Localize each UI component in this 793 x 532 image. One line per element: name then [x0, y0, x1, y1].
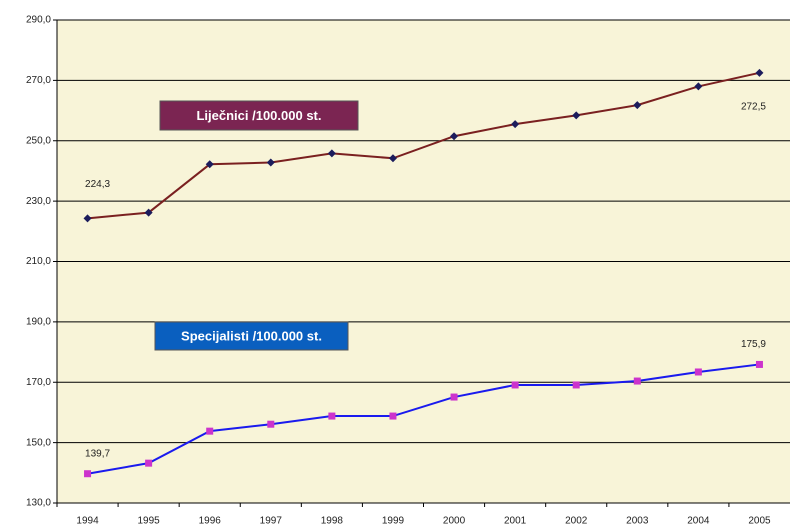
- marker: [267, 420, 275, 428]
- y-tick-label: 290,0: [26, 15, 51, 26]
- series-line: [87, 363, 760, 475]
- marker: [328, 412, 336, 420]
- marker: [389, 412, 397, 420]
- marker: [633, 377, 641, 385]
- y-tick-label: 130,0: [26, 498, 51, 509]
- x-tick-label: 1998: [321, 516, 344, 527]
- value-label: 175,9: [741, 339, 766, 350]
- marker: [450, 393, 458, 401]
- x-tick-label: 1999: [382, 516, 405, 527]
- marker: [145, 459, 153, 467]
- marker: [83, 214, 92, 223]
- marker: [572, 381, 580, 389]
- y-tick-label: 170,0: [26, 377, 51, 388]
- x-tick-label: 1997: [260, 516, 283, 527]
- value-label: 139,7: [85, 448, 110, 459]
- marker: [205, 160, 214, 169]
- x-tick-label: 2003: [626, 516, 649, 527]
- marker: [694, 368, 702, 376]
- marker: [633, 101, 642, 110]
- marker: [206, 427, 214, 435]
- x-tick-label: 2002: [565, 516, 588, 527]
- marker: [266, 158, 275, 167]
- value-label: 272,5: [741, 101, 766, 112]
- marker: [694, 82, 703, 91]
- x-tick-label: 1995: [138, 516, 161, 527]
- marker: [755, 68, 764, 77]
- marker: [511, 120, 520, 129]
- x-tick-label: 1996: [199, 516, 222, 527]
- marker: [144, 208, 153, 217]
- x-tick-label: 1994: [76, 516, 99, 527]
- y-tick-label: 210,0: [26, 256, 51, 267]
- marker: [84, 470, 92, 478]
- legend-box: [159, 100, 359, 131]
- series-line: [87, 71, 760, 220]
- marker: [388, 154, 397, 163]
- marker: [755, 360, 763, 368]
- y-tick-label: 230,0: [26, 196, 51, 207]
- marker: [572, 111, 581, 120]
- marker: [327, 149, 336, 158]
- legend-text: Liječnici /100.000 st.: [196, 108, 321, 123]
- legend-text: Specijalisti /100.000 st.: [181, 328, 322, 343]
- marker: [450, 132, 459, 141]
- y-tick-label: 270,0: [26, 75, 51, 86]
- y-tick-label: 250,0: [26, 135, 51, 146]
- x-tick-label: 2005: [748, 516, 771, 527]
- y-tick-label: 150,0: [26, 437, 51, 448]
- x-tick-label: 2001: [504, 516, 527, 527]
- legend-box: [154, 321, 349, 351]
- x-tick-label: 2004: [687, 516, 710, 527]
- value-label: 224,3: [85, 179, 110, 190]
- x-tick-label: 2000: [443, 516, 466, 527]
- y-tick-label: 190,0: [26, 317, 51, 328]
- marker: [511, 381, 519, 389]
